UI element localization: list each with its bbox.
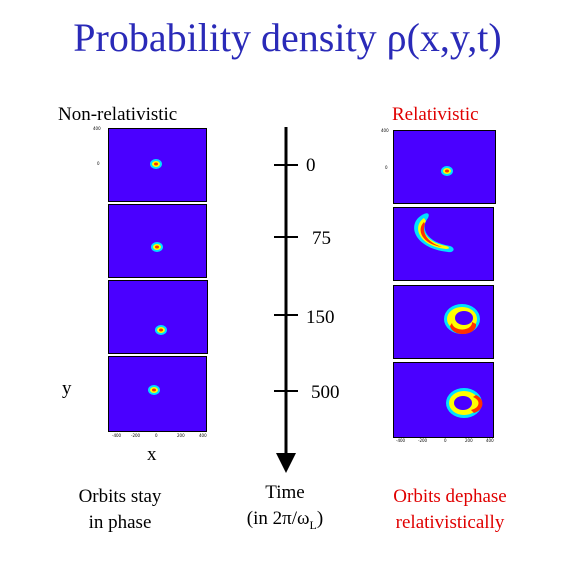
nonrel-density-t150 (155, 325, 167, 335)
time-tick-75: 75 (312, 228, 331, 249)
time-caption-line1: Time (265, 482, 305, 503)
left-tick-y-mid: 0 (97, 161, 100, 166)
y-axis-label: y (62, 378, 72, 399)
right-tick-x-2: 0 (444, 438, 447, 443)
right-tick-x-3: 200 (465, 438, 473, 443)
rel-density-t150 (444, 304, 480, 335)
rel-panel-t0 (393, 130, 496, 204)
rel-density-t0 (441, 166, 453, 176)
nonrel-panel-t500 (108, 356, 207, 432)
rel-caption-line2: relativistically (395, 512, 505, 533)
nonrel-density-t0 (150, 159, 162, 169)
page-title: Probability density ρ(x,y,t) (73, 15, 502, 60)
nonrel-density-t75 (151, 242, 163, 252)
rel-caption-line1: Orbits dephase (393, 486, 507, 507)
time-caption-prefix: (in 2π/ω (246, 508, 310, 529)
left-tick-y-top: 400 (93, 126, 101, 131)
time-axis-caption: Time (in 2π/ωL) (230, 480, 340, 538)
time-tick-150: 150 (306, 307, 335, 328)
rel-panel-t500 (393, 362, 494, 438)
time-tick-500: 500 (311, 382, 340, 403)
nonrel-caption-line1: Orbits stay (78, 486, 162, 507)
nonrelativistic-heading: Non-relativistic (58, 104, 178, 125)
left-tick-x-1: -200 (131, 433, 141, 438)
nonrel-caption: Orbits stay in phase (60, 484, 180, 536)
rel-density-t500 (446, 388, 483, 418)
x-axis-label: x (147, 444, 157, 465)
right-tick-y-mid: 0 (385, 165, 388, 170)
time-caption-suffix: ) (316, 508, 324, 529)
left-tick-x-0: -400 (112, 433, 122, 438)
left-tick-x-3: 200 (177, 433, 185, 438)
nonrel-panel-t0 (108, 128, 207, 202)
left-tick-x-4: 400 (199, 433, 207, 438)
time-tick-0: 0 (306, 155, 316, 176)
right-tick-x-1: -200 (418, 438, 428, 443)
nonrel-panel-t150 (108, 280, 208, 354)
nonrel-panel-t75 (108, 204, 207, 278)
nonrel-caption-line2: in phase (88, 512, 152, 533)
rel-caption: Orbits dephase relativistically (370, 484, 530, 536)
time-caption-sub: L (309, 517, 317, 532)
time-caption-line2: (in 2π/ωL) (230, 506, 340, 538)
left-tick-x-2: 0 (155, 433, 158, 438)
nonrel-density-t500 (148, 385, 160, 395)
relativistic-heading: Relativistic (392, 104, 479, 125)
rel-panel-t150 (393, 285, 494, 359)
right-tick-x-4: 400 (486, 438, 494, 443)
right-tick-y-top: 400 (381, 128, 389, 133)
time-axis-arrow (274, 127, 298, 473)
right-tick-x-0: -400 (396, 438, 406, 443)
rel-density-t75 (414, 213, 454, 253)
rel-panel-t75 (393, 207, 494, 281)
